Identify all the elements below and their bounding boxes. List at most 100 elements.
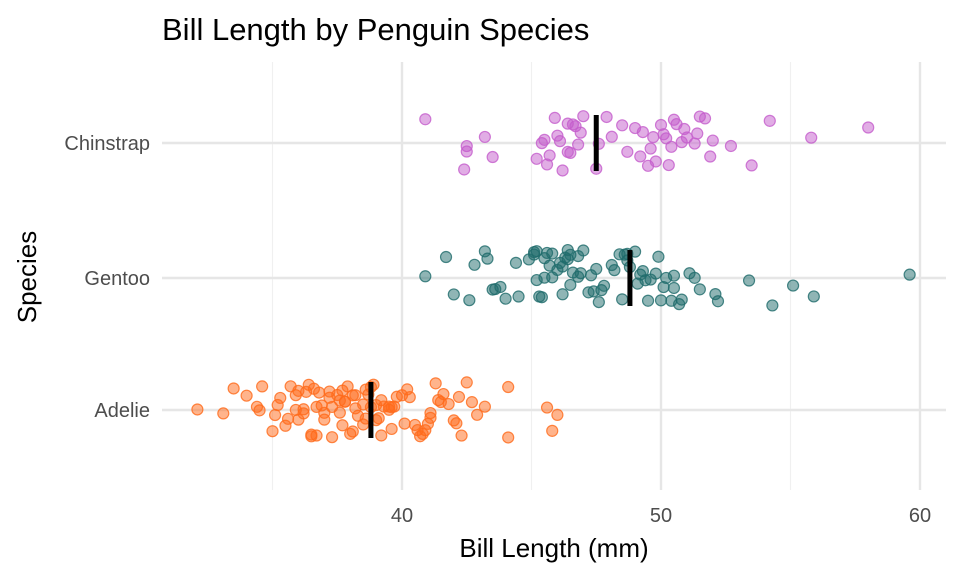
data-point-adelie: [338, 395, 352, 408]
data-point-chinstrap: [662, 158, 675, 172]
data-point-adelie: [240, 389, 253, 402]
x-tick-label: 40: [391, 505, 413, 527]
data-point-gentoo: [654, 294, 668, 307]
data-point-chinstrap: [538, 133, 551, 146]
data-point-gentoo: [652, 250, 665, 263]
data-point-chinstrap: [419, 113, 432, 126]
data-point-adelie: [349, 389, 362, 402]
data-point-chinstrap: [634, 150, 647, 163]
data-point-adelie: [297, 403, 310, 416]
data-point-chinstrap: [556, 164, 569, 177]
data-point-adelie: [325, 431, 339, 444]
data-point-adelie: [191, 403, 204, 416]
data-point-gentoo: [675, 293, 688, 306]
data-point-adelie: [375, 429, 388, 442]
data-point-gentoo: [742, 274, 756, 287]
data-point-adelie: [318, 413, 331, 426]
data-point-chinstrap: [649, 155, 662, 168]
y-tick-label: Adelie: [94, 400, 150, 422]
data-point-adelie: [274, 391, 287, 405]
data-point-chinstrap: [572, 138, 585, 151]
data-point-adelie: [455, 429, 468, 442]
data-point-chinstrap: [745, 159, 758, 172]
data-point-adelie: [424, 406, 437, 420]
data-point-gentoo: [667, 269, 681, 282]
data-point-gentoo: [564, 278, 577, 292]
data-point-gentoo: [468, 258, 481, 271]
y-axis-title: Species: [12, 231, 42, 324]
data-point-gentoo: [667, 281, 681, 295]
data-point-chinstrap: [543, 149, 556, 162]
data-point-adelie: [281, 412, 295, 425]
data-point-gentoo: [616, 293, 629, 306]
data-point-adelie: [442, 397, 455, 411]
data-point-adelie: [333, 406, 346, 419]
data-point-chinstrap: [636, 126, 649, 139]
data-point-adelie: [403, 391, 416, 404]
data-point-adelie: [341, 380, 354, 393]
data-point-adelie: [217, 407, 230, 420]
data-point-chinstrap: [616, 119, 629, 132]
data-point-chinstrap: [704, 150, 717, 163]
data-point-gentoo: [786, 279, 800, 292]
data-point-chinstrap: [621, 145, 634, 158]
data-point-chinstrap: [564, 146, 577, 160]
mean-markers: [368, 115, 633, 438]
data-point-gentoo: [499, 292, 512, 305]
data-point-adelie: [253, 404, 266, 417]
data-point-chinstrap: [574, 126, 587, 139]
data-point-gentoo: [447, 288, 460, 301]
data-point-gentoo: [546, 247, 559, 260]
x-axis-ticks: 40 50 60: [391, 505, 931, 527]
data-point-chinstrap: [600, 110, 613, 124]
data-point-gentoo: [512, 290, 525, 303]
y-tick-label: Chinstrap: [64, 133, 150, 155]
data-point-adelie: [478, 400, 491, 413]
data-point-gentoo: [419, 270, 432, 283]
data-point-adelie: [346, 425, 359, 438]
data-point-chinstrap: [458, 163, 471, 176]
data-point-gentoo: [439, 250, 453, 264]
data-point-adelie: [266, 425, 279, 438]
data-point-gentoo: [807, 290, 820, 303]
data-point-adelie: [460, 376, 473, 389]
x-tick-label: 50: [650, 505, 672, 527]
data-point-gentoo: [711, 295, 725, 308]
data-point-adelie: [452, 390, 466, 404]
data-point-chinstrap: [688, 137, 701, 150]
data-point-gentoo: [481, 252, 494, 265]
data-point-gentoo: [574, 267, 587, 280]
x-axis-title: Bill Length (mm): [459, 533, 648, 563]
data-point-adelie: [450, 417, 463, 430]
data-point-chinstrap: [478, 130, 491, 144]
data-point-gentoo: [590, 262, 603, 276]
data-point-gentoo: [592, 295, 605, 309]
data-point-gentoo: [577, 244, 590, 257]
data-point-gentoo: [535, 291, 548, 304]
data-point-gentoo: [597, 279, 611, 292]
data-point-adelie: [313, 386, 326, 399]
data-point-gentoo: [766, 299, 779, 312]
data-point-adelie: [546, 424, 559, 437]
y-axis-ticks: Adelie Gentoo Chinstrap: [64, 133, 150, 422]
data-point-chinstrap: [805, 131, 818, 144]
data-point-chinstrap: [644, 142, 657, 155]
data-point-adelie: [310, 429, 323, 442]
data-point-adelie: [551, 408, 564, 421]
data-point-chinstrap: [665, 140, 678, 153]
data-point-chinstrap: [724, 139, 738, 153]
data-point-adelie: [465, 396, 479, 409]
data-point-adelie: [437, 387, 450, 401]
data-point-adelie: [471, 408, 484, 421]
data-point-adelie: [268, 408, 282, 422]
data-point-chinstrap: [763, 114, 776, 127]
data-point-gentoo: [649, 267, 662, 280]
data-point-adelie: [502, 431, 515, 444]
data-point-chinstrap: [577, 110, 590, 123]
data-point-gentoo: [556, 288, 569, 301]
data-point-gentoo: [463, 294, 476, 307]
data-point-adelie: [336, 419, 349, 432]
data-point-adelie: [429, 377, 442, 390]
data-point-chinstrap: [553, 135, 567, 148]
